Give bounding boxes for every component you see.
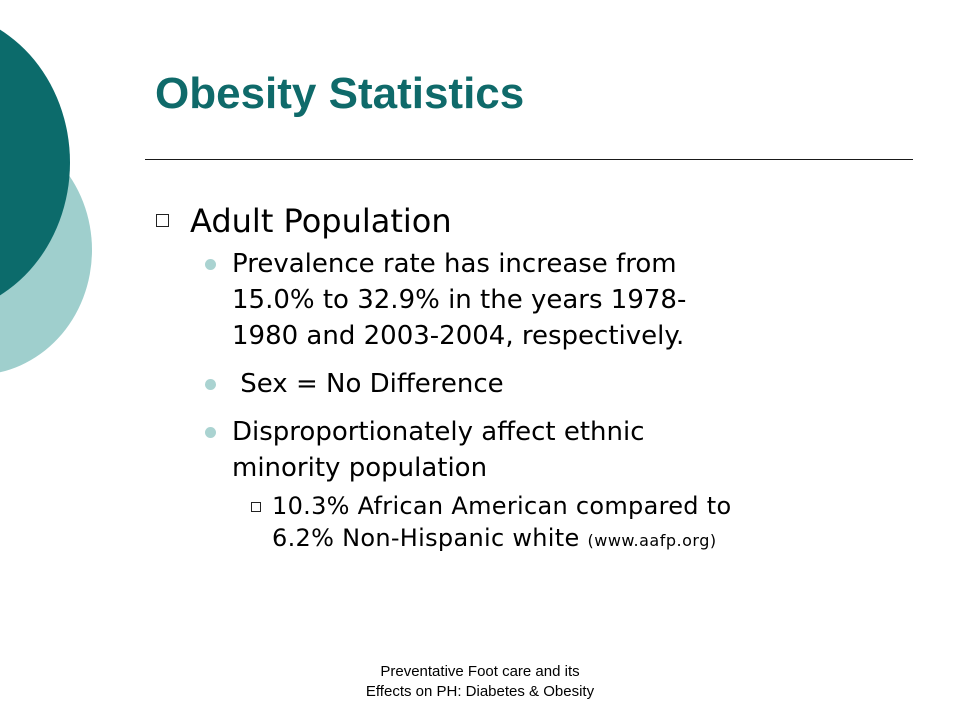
bullet-text: Adult Population <box>190 202 452 240</box>
sub-sub-bullet-comparison: 10.3% African American compared to 6.2% … <box>155 490 855 557</box>
sub-bullet-line: Prevalence rate has increase from <box>232 249 677 279</box>
bullet-adult-population: Adult Population <box>155 198 855 244</box>
sub-bullet-line: 1980 and 2003-2004, respectively. <box>232 321 685 351</box>
round-bullet-icon <box>205 427 216 438</box>
sub-bullet-line: minority population <box>232 453 488 483</box>
round-bullet-icon <box>205 259 216 270</box>
round-bullet-icon <box>205 379 216 390</box>
sub-bullet-line: Sex = No Difference <box>232 369 504 399</box>
footer-line: Preventative Foot care and its <box>380 663 580 680</box>
slide-footer: Preventative Foot care and its Effects o… <box>330 662 630 702</box>
sub-sub-bullet-line: 10.3% African American compared to <box>272 492 732 520</box>
hollow-square-bullet-icon <box>251 502 261 512</box>
sub-bullet-sex: Sex = No Difference <box>155 366 855 402</box>
slide-title: Obesity Statistics <box>155 69 525 118</box>
source-citation: (www.aafp.org) <box>587 531 717 550</box>
hollow-square-bullet-icon <box>156 214 169 227</box>
sub-bullet-line: 15.0% to 32.9% in the years 1978- <box>232 285 687 315</box>
title-divider <box>145 159 913 160</box>
slide-body: Adult Population Prevalence rate has inc… <box>155 198 855 557</box>
sub-sub-bullet-line: 6.2% Non-Hispanic white <box>272 524 580 552</box>
sub-bullet-line: Disproportionately affect ethnic <box>232 417 645 447</box>
sub-bullet-ethnic: Disproportionately affect ethnic minorit… <box>155 414 855 486</box>
sub-bullet-prevalence: Prevalence rate has increase from 15.0% … <box>155 246 855 354</box>
footer-line: Effects on PH: Diabetes & Obesity <box>365 683 595 700</box>
